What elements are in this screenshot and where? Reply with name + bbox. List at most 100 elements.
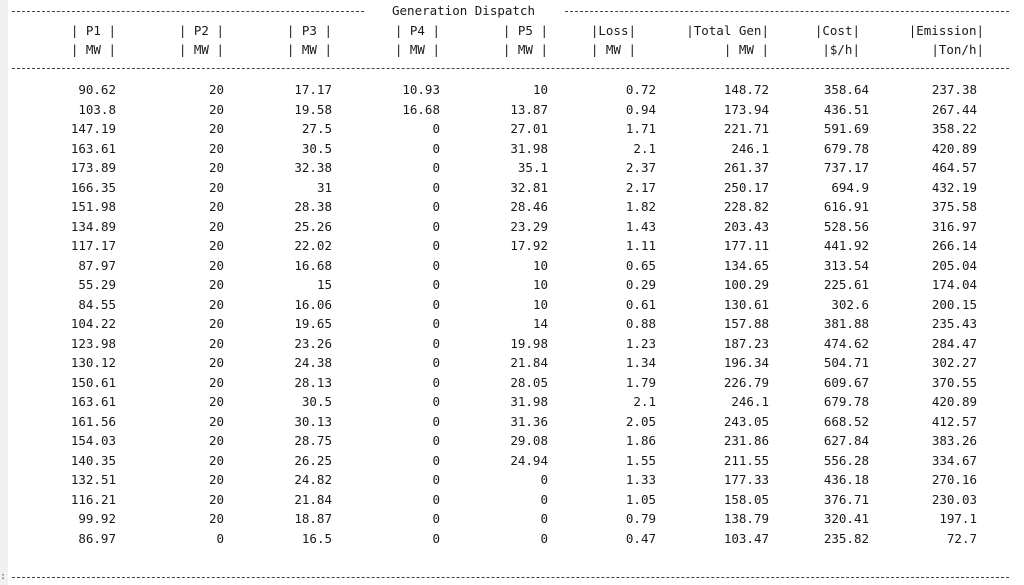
header-p4-unit: | MW | [394, 42, 440, 57]
header-p3-top: | P3 | [286, 23, 332, 38]
table-row: 161.56 20 30.13 0 31.36 2.05 243.05 668.52 412.5… [0, 412, 1024, 432]
cell-p4: 0 [432, 121, 440, 136]
cell-loss: 1.71 [625, 121, 656, 136]
header-loss-top: |Loss| [590, 23, 636, 38]
cell-loss: 0.29 [625, 277, 656, 292]
cell-p2: 20 [208, 296, 224, 312]
cell-p1: 130.12 [70, 355, 116, 370]
cell-p5: 19.98 [510, 335, 548, 351]
cell-p3: 28.75 [294, 433, 332, 448]
cell-loss: 2.1 [633, 140, 656, 156]
cell-p1: 154.03 [70, 433, 116, 448]
cell-p4: 0 [432, 413, 440, 429]
cell-loss: 2.05 [625, 413, 656, 429]
cell-cost: 381.88 [823, 316, 869, 331]
cell-p3: 16.06 [294, 296, 332, 312]
header-cost-unit: |$/h| [822, 42, 860, 57]
cell-cost: 668.52 [823, 413, 869, 429]
cell-p5: 21.84 [510, 355, 548, 370]
cell-p1: 104.22 [70, 316, 116, 331]
cell-p3: 16.5 [301, 530, 332, 546]
cell-p5: 13.87 [510, 101, 548, 117]
cell-cost: 441.92 [823, 238, 869, 253]
cell-total: 228.82 [723, 199, 769, 214]
cell-p1: 99.92 [78, 511, 116, 526]
cell-emission: 266.14 [931, 238, 977, 253]
cell-loss: 0.47 [625, 530, 656, 546]
cell-p2: 20 [208, 238, 224, 253]
cell-p1: 86.97 [78, 530, 116, 546]
cell-cost: 436.18 [823, 472, 869, 487]
cell-cost: 474.62 [823, 335, 869, 351]
table-row: 55.29 20 15 0 10 0.29 100.29 225.61 174.04 [0, 275, 1024, 295]
cell-emission: 432.19 [931, 179, 977, 195]
cell-p5: 10 [532, 257, 548, 273]
table-row: 173.89 20 32.38 0 35.1 2.37 261.37 737.17 464.57 [0, 158, 1024, 178]
table-title: Generation Dispatch [390, 2, 537, 20]
cell-p4: 0 [432, 491, 440, 507]
cell-emission: 383.26 [931, 433, 977, 448]
cell-p5: 32.81 [510, 179, 548, 195]
table-row: 103.8 20 19.58 16.68 13.87 0.94 173.94 436.51 26… [0, 100, 1024, 120]
cell-loss: 0.61 [625, 296, 656, 312]
cell-cost: 737.17 [823, 160, 869, 175]
cell-total: 148.72 [723, 82, 769, 97]
table-row: 140.35 20 26.25 0 24.94 1.55 211.55 556.28 334.6… [0, 451, 1024, 471]
cell-cost: 679.78 [823, 394, 869, 409]
cell-loss: 1.33 [625, 472, 656, 487]
cell-p5: 31.36 [510, 413, 548, 429]
cell-p5: 28.05 [510, 374, 548, 390]
cell-p1: 140.35 [70, 452, 116, 468]
header-p2-top: | P2 | [178, 23, 224, 38]
cell-p3: 15 [316, 277, 332, 292]
cell-p2: 20 [208, 218, 224, 234]
cell-total: 187.23 [723, 335, 769, 351]
table-row: 87.97 20 16.68 0 10 0.65 134.65 313.54 205.04 [0, 256, 1024, 276]
cell-p3: 24.82 [294, 472, 332, 487]
cell-p5: 24.94 [510, 452, 548, 468]
cell-p2: 20 [208, 316, 224, 331]
cell-loss: 1.79 [625, 374, 656, 390]
cell-p1: 116.21 [70, 491, 116, 507]
cell-p1: 132.51 [70, 472, 116, 487]
cell-cost: 235.82 [823, 530, 869, 546]
header-p5-top: | P5 | [502, 23, 548, 38]
cell-p1: 173.89 [70, 160, 116, 175]
cell-cost: 556.28 [823, 452, 869, 468]
cell-p4: 0 [432, 472, 440, 487]
cell-loss: 1.34 [625, 355, 656, 370]
cell-p5: 35.1 [517, 160, 548, 175]
header-total-top: |Total Gen| [686, 23, 769, 38]
cell-p2: 20 [208, 101, 224, 117]
cell-p2: 20 [208, 374, 224, 390]
table-row: 151.98 20 28.38 0 28.46 1.82 228.82 616.91 375.5… [0, 197, 1024, 217]
cell-emission: 197.1 [939, 511, 977, 526]
cell-total: 231.86 [723, 433, 769, 448]
truncated-mark: : [0, 571, 7, 582]
console-output-panel [8, 0, 1024, 585]
cell-p1: 163.61 [70, 140, 116, 156]
cell-emission: 72.7 [946, 530, 977, 546]
header-p2-unit: | MW | [178, 42, 224, 57]
cell-p4: 0 [432, 394, 440, 409]
cell-emission: 420.89 [931, 140, 977, 156]
cell-loss: 0.65 [625, 257, 656, 273]
cell-p4: 0 [432, 355, 440, 370]
cell-total: 243.05 [723, 413, 769, 429]
cell-loss: 1.55 [625, 452, 656, 468]
cell-p4: 0 [432, 238, 440, 253]
cell-p5: 10 [532, 82, 548, 97]
cell-p3: 31 [316, 179, 332, 195]
cell-cost: 320.41 [823, 511, 869, 526]
cell-emission: 205.04 [931, 257, 977, 273]
cell-cost: 225.61 [823, 277, 869, 292]
header-p1-unit: | MW | [70, 42, 116, 57]
table-row: 132.51 20 24.82 0 0 1.33 177.33 436.18 270.16 [0, 470, 1024, 490]
cell-p5: 0 [540, 491, 548, 507]
cell-cost: 609.67 [823, 374, 869, 390]
cell-p5: 10 [532, 296, 548, 312]
cell-p5: 29.08 [510, 433, 548, 448]
cell-p4: 0 [432, 433, 440, 448]
cell-p4: 0 [432, 218, 440, 234]
table-row: 163.61 20 30.5 0 31.98 2.1 246.1 679.78 420.89 [0, 392, 1024, 412]
